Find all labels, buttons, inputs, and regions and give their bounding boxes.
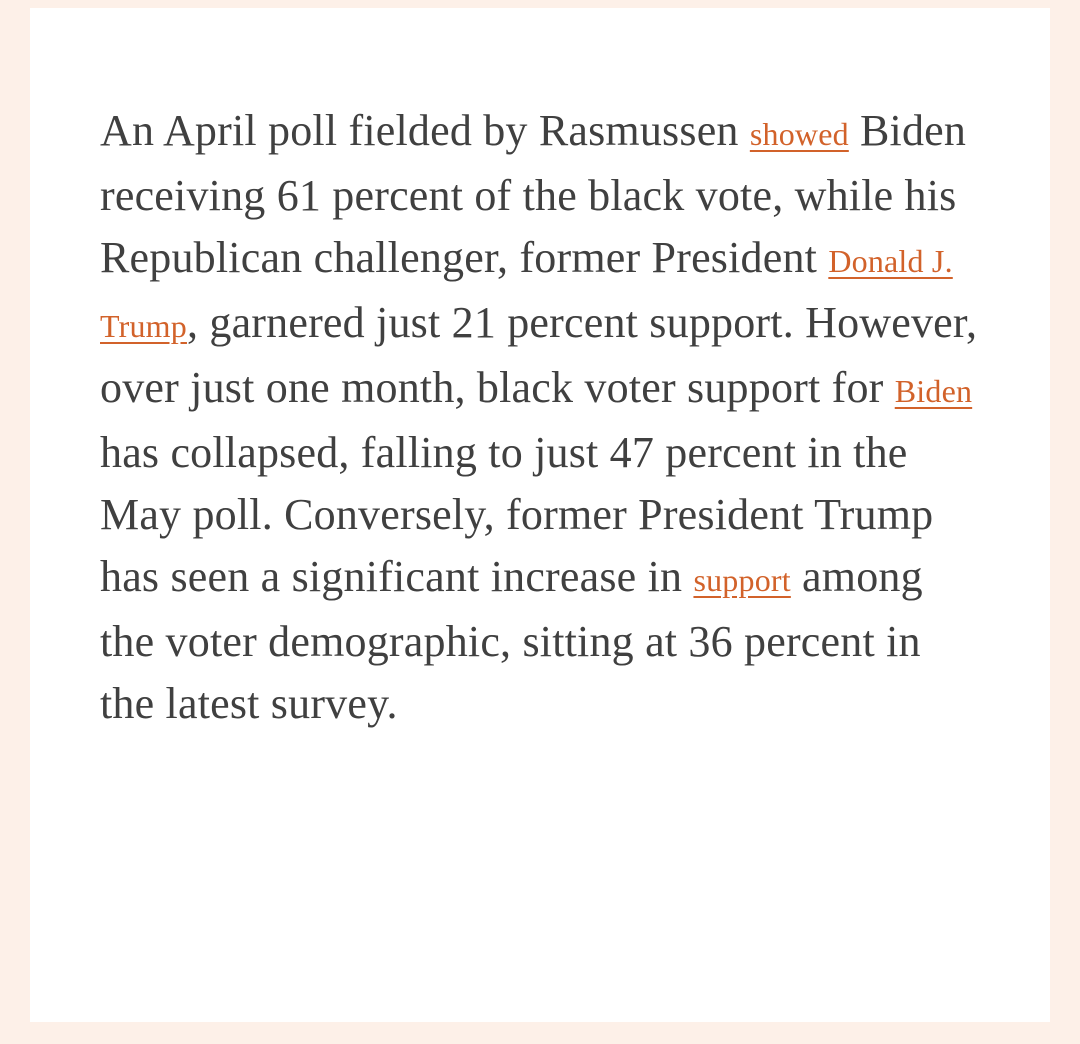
- paragraph-text: Biden receiving 61 percent of the black …: [100, 106, 967, 282]
- paragraph-text: , garnered just 21 percent support. Howe…: [100, 298, 978, 412]
- link-biden[interactable]: Biden: [894, 373, 973, 409]
- link-showed[interactable]: showed: [749, 116, 849, 152]
- paragraph-text: has collapsed, falling to just 47 percen…: [100, 428, 934, 601]
- link-support[interactable]: support: [693, 562, 791, 598]
- link-donald-j-trump[interactable]: Donald J. Trump: [100, 243, 953, 344]
- paragraph-text: An April poll fielded by Rasmussen: [100, 106, 750, 155]
- paragraph-text: among the voter demographic, sitting at …: [100, 552, 923, 728]
- article-paragraph: An April poll fielded by Rasmussen showe…: [100, 100, 980, 735]
- article-content-area: An April poll fielded by Rasmussen showe…: [30, 8, 1050, 1022]
